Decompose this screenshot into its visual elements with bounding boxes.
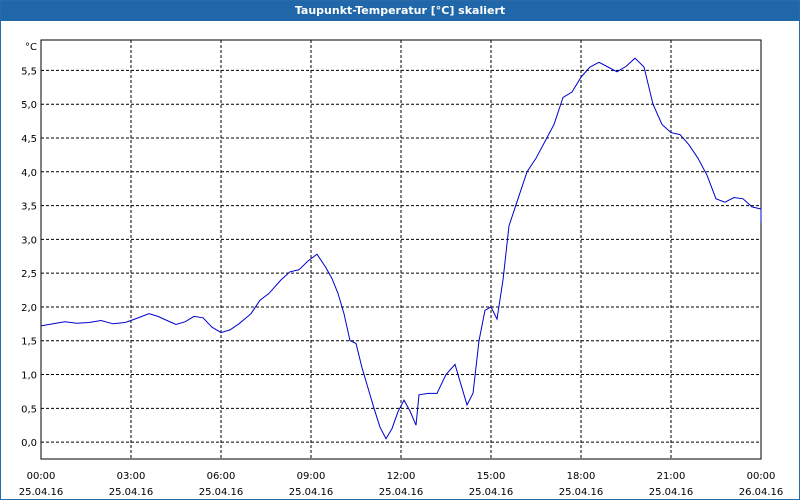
- chart-title: Taupunkt-Temperatur [°C] skaliert: [1, 1, 799, 21]
- grid: [41, 40, 761, 459]
- x-tick-date-label: 25.04.16: [469, 487, 514, 498]
- series-line: [40, 57, 762, 440]
- y-tick-label: 5,0: [21, 100, 37, 111]
- y-tick-label: 4,5: [21, 134, 37, 145]
- y-tick-label: 2,5: [21, 269, 37, 280]
- x-tick-time-label: 18:00: [567, 471, 596, 482]
- y-tick-label: 3,5: [21, 202, 37, 213]
- x-tick-date-label: 25.04.16: [649, 487, 694, 498]
- y-tick-label: 5,5: [21, 66, 37, 77]
- x-tick-date-label: 25.04.16: [19, 487, 64, 498]
- x-tick-date-label: 25.04.16: [559, 487, 604, 498]
- y-axis-unit-label: °C: [25, 42, 37, 53]
- plot-area-frame: [40, 39, 762, 460]
- y-tick-label: 0,5: [21, 404, 37, 415]
- x-axis-ticks: 00:00 25.04.16 03:00 25.04.16 06:00 25.04.16 0…: [19, 471, 784, 498]
- y-tick-label: 2,0: [21, 303, 37, 314]
- x-tick-time-label: 12:00: [387, 471, 416, 482]
- x-tick-time-label: 03:00: [117, 471, 146, 482]
- x-tick-date-label: 26.04.16: [739, 487, 784, 498]
- y-tick-label: 1,0: [21, 371, 37, 382]
- x-tick-date-label: 25.04.16: [199, 487, 244, 498]
- y-tick-label: 4,0: [21, 168, 37, 179]
- x-tick-time-label: 21:00: [657, 471, 686, 482]
- series-group: [40, 57, 762, 440]
- y-axis-ticks: 0,0 0,5 1,0 1,5 2,0 2,5 3,0 3,5 4,0 4,5 5,0 5,5: [21, 66, 37, 449]
- y-tick-label: 0,0: [21, 438, 37, 449]
- x-tick-time-label: 15:00: [477, 471, 506, 482]
- x-tick-time-label: 00:00: [747, 471, 776, 482]
- x-tick-date-label: 25.04.16: [289, 487, 334, 498]
- x-tick-date-label: 25.04.16: [379, 487, 424, 498]
- x-tick-time-label: 06:00: [207, 471, 236, 482]
- y-tick-label: 1,5: [21, 337, 37, 348]
- line-chart: °C 0,00,51,01,52,02,53,03,54,04,55,05,5 …: [19, 39, 784, 498]
- x-tick-time-label: 09:00: [297, 471, 326, 482]
- x-tick-date-label: 25.04.16: [109, 487, 154, 498]
- x-tick-time-label: 00:00: [27, 471, 56, 482]
- y-tick-label: 3,0: [21, 235, 37, 246]
